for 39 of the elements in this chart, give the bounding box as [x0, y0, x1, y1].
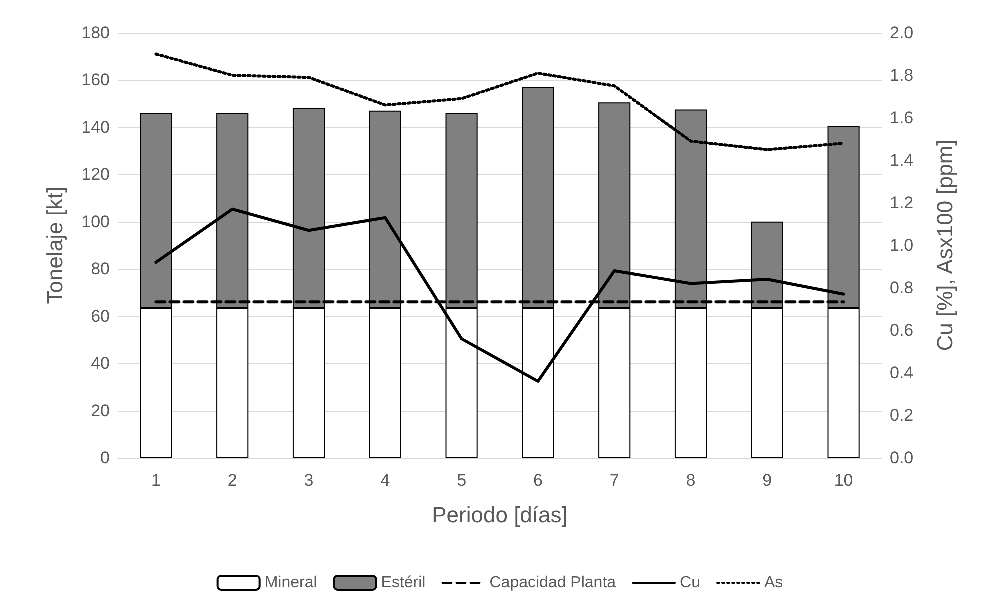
y-tick-label: 120: [82, 165, 110, 184]
y-tick-label: 40: [91, 354, 110, 374]
x-tick-label: 4: [380, 471, 390, 490]
y2-tick-label: 1.0: [890, 236, 914, 255]
y-tick-label: 180: [82, 24, 110, 42]
y-tick-label: 0: [100, 448, 110, 468]
legend-label: Cu: [680, 574, 701, 592]
legend-label: Capacidad Planta: [490, 574, 616, 592]
x-tick-label: 6: [533, 471, 543, 490]
legend-label: As: [764, 574, 784, 592]
y2-tick-label: 0.8: [890, 278, 914, 298]
x-tick-label: 5: [457, 471, 467, 490]
x-tick-label: 8: [686, 471, 696, 490]
y2-tick-label: 0.4: [890, 364, 914, 382]
y2-tick-label: 0.0: [890, 448, 914, 468]
x-tick-label: 9: [762, 471, 772, 490]
y2-tick-label: 1.4: [890, 151, 914, 170]
x-tick-label: 1: [151, 471, 161, 490]
y2-tick-label: 0.2: [890, 406, 914, 425]
y2-axis-title: Cu [%], Asx100 [ppm]: [932, 140, 958, 352]
y-tick-label: 140: [82, 118, 110, 137]
legend-label: Mineral: [264, 574, 318, 592]
y2-tick-label: 2.0: [890, 24, 914, 42]
y2-tick-label: 0.6: [890, 321, 914, 340]
x-axis-title: Periodo [días]: [432, 502, 568, 528]
x-tick-label: 7: [610, 471, 620, 490]
x-tick-label: 3: [304, 471, 314, 490]
x-tick-label: 10: [834, 471, 854, 490]
y-tick-label: 100: [82, 212, 110, 232]
y-tick-label: 60: [91, 306, 110, 326]
y2-tick-label: 1.2: [890, 194, 914, 212]
y-tick-label: 160: [82, 70, 110, 90]
y2-tick-label: 1.8: [890, 66, 914, 85]
y-tick-label: 80: [91, 260, 110, 279]
y-tick-label: 20: [91, 401, 110, 420]
y2-tick-label: 1.6: [890, 108, 914, 128]
x-tick-label: 2: [228, 471, 238, 490]
y-axis-title: Tonelaje [kt]: [42, 186, 68, 304]
legend-label: Estéril: [381, 574, 426, 592]
